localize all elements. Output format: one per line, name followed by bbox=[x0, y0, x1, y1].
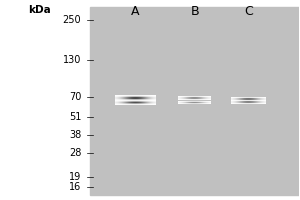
Text: 250: 250 bbox=[63, 15, 81, 25]
Text: 70: 70 bbox=[69, 92, 81, 102]
Text: 28: 28 bbox=[69, 148, 81, 158]
Text: 19: 19 bbox=[69, 172, 81, 182]
Text: C: C bbox=[244, 5, 253, 18]
Text: 16: 16 bbox=[69, 182, 81, 192]
Text: 130: 130 bbox=[63, 55, 81, 65]
Text: B: B bbox=[190, 5, 199, 18]
Text: kDa: kDa bbox=[28, 5, 51, 15]
Bar bbox=[90, 7, 299, 195]
Text: 51: 51 bbox=[69, 112, 81, 122]
Text: 38: 38 bbox=[69, 130, 81, 140]
Text: A: A bbox=[131, 5, 139, 18]
